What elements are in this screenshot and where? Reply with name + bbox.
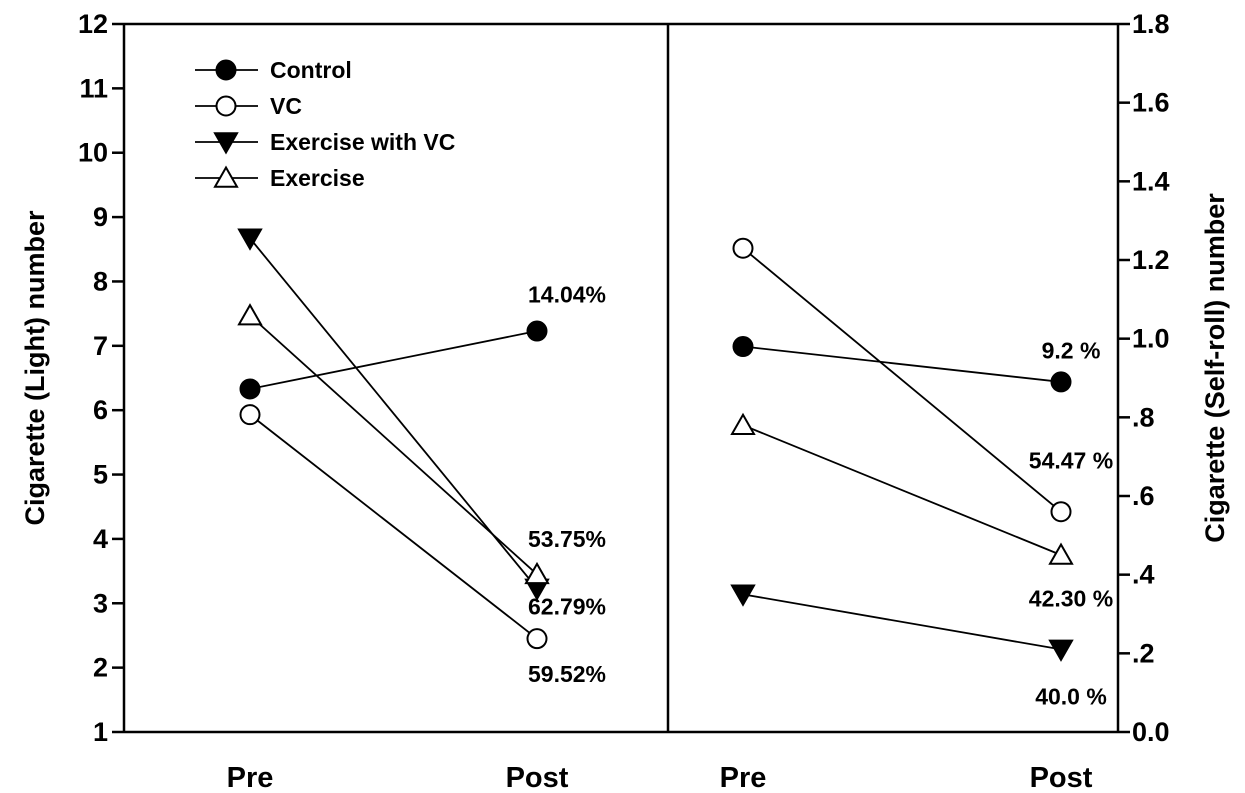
light-series-vc	[239, 404, 548, 650]
light-ytick-10-label: 10	[78, 138, 108, 168]
left-y-axis-title: Cigarette (Light) number	[20, 210, 50, 525]
self-roll-series-vc-point-pre	[732, 237, 754, 259]
light-ytick-8-label: 8	[93, 266, 108, 296]
light-series-control-point-post	[526, 320, 548, 342]
self-roll-series-vc	[732, 237, 1072, 523]
self-roll-ytick-2-label: .2	[1132, 638, 1155, 668]
self-roll-annotation-0: 9.2 %	[1042, 337, 1101, 363]
self-roll-ytick-4-label: .4	[1132, 560, 1155, 590]
light-ytick-6-label: 6	[93, 395, 108, 425]
light-annotation-3: 59.52%	[528, 661, 606, 687]
self-roll-series-exercise-with-vc	[730, 584, 1074, 662]
light-series-control-line	[249, 330, 538, 390]
light-ytick-1-label: 1	[93, 717, 108, 747]
self-roll-ytick-1-0-label: 1.0	[1132, 324, 1170, 354]
self-roll-series-exercise-point-post	[1048, 542, 1074, 565]
legend-entry-exercise-label: Exercise	[270, 165, 365, 191]
self-roll-series-exercise	[730, 412, 1074, 565]
light-ytick-12-label: 12	[78, 9, 108, 39]
self-roll-series-exercise-line	[742, 424, 1062, 556]
light-series-vc-point-post	[526, 628, 548, 650]
self-roll-series-control-point-post	[1050, 371, 1072, 393]
self-roll-ytick-1-8-label: 1.8	[1132, 9, 1170, 39]
plot-frame	[122, 22, 1120, 734]
self-roll-series-exercise-with-vc-point-post	[1048, 639, 1074, 662]
light-ytick-2-label: 2	[93, 653, 108, 683]
self-roll-category-pre: Pre	[720, 762, 767, 793]
legend-entry-exercise-with-vc: Exercise with VC	[195, 129, 455, 155]
self-roll-series-vc-line	[742, 247, 1062, 513]
legend-entry-control-marker	[215, 59, 237, 81]
self-roll-annotation-1: 54.47 %	[1029, 448, 1113, 474]
legend-entry-exercise-marker	[213, 165, 239, 188]
light-series-vc-point-pre	[239, 404, 261, 426]
self-roll-ytick-0-0-label: 0.0	[1132, 717, 1170, 747]
legend-entry-exercise: Exercise	[195, 165, 365, 191]
right-y-axis-title: Cigarette (Self-roll) number	[1200, 193, 1230, 543]
legend-entry-vc-marker	[215, 95, 237, 117]
legend-entry-exercise-with-vc-marker	[213, 132, 239, 155]
light-series-vc-line	[249, 413, 538, 640]
light-series-exercise-with-vc-point-pre	[237, 228, 263, 251]
light-annotation-1: 53.75%	[528, 526, 606, 552]
self-roll-ytick-8-label: .8	[1132, 402, 1155, 432]
light-ytick-4-label: 4	[93, 524, 108, 554]
light-category-post: Post	[506, 762, 569, 793]
light-annotation-2: 62.79%	[528, 593, 606, 619]
light-series-exercise-point-pre	[237, 303, 263, 326]
light-ytick-11-label: 11	[79, 73, 108, 103]
self-roll-series-control-point-pre	[732, 336, 754, 358]
light-series-exercise	[237, 303, 550, 585]
light-series-exercise-line	[249, 314, 538, 575]
self-roll-ytick-1-6-label: 1.6	[1132, 88, 1170, 118]
self-roll-category-post: Post	[1030, 762, 1093, 793]
self-roll-ytick-1-2-label: 1.2	[1132, 245, 1170, 275]
light-series-exercise-point-post	[524, 561, 550, 585]
light-series-control	[239, 320, 548, 400]
legend-entry-exercise-with-vc-label: Exercise with VC	[270, 129, 455, 155]
self-roll-annotation-2: 42.30 %	[1029, 585, 1113, 611]
legend: Control VC Exercise with VC Exercise	[195, 57, 455, 191]
self-roll-series-vc-point-post	[1050, 501, 1072, 523]
light-series-control-point-pre	[239, 378, 261, 400]
light-ytick-7-label: 7	[93, 331, 108, 361]
light-annotation-0: 14.04%	[528, 281, 606, 307]
self-roll-ytick-6-label: .6	[1132, 481, 1155, 511]
legend-entry-control-label: Control	[270, 57, 352, 83]
light-ytick-3-label: 3	[93, 588, 108, 618]
self-roll-series-control-line	[742, 345, 1062, 383]
self-roll-series-exercise-point-pre	[730, 412, 756, 435]
self-roll-annotation-3: 40.0 %	[1035, 684, 1107, 710]
self-roll-series-exercise-with-vc-point-pre	[730, 584, 756, 607]
legend-entry-vc: VC	[195, 93, 302, 119]
annotation-layer: 14.04% 53.75% 62.79% 59.52% 9.2 % 54.47 % 42.3…	[528, 281, 1113, 709]
light-ytick-9-label: 9	[93, 202, 108, 232]
light-category-pre: Pre	[227, 762, 274, 793]
self-roll-ytick-1-4-label: 1.4	[1132, 166, 1170, 196]
self-roll-series-control	[732, 336, 1072, 393]
series-layer	[237, 228, 1074, 662]
self-roll-series-exercise-with-vc-line	[742, 593, 1062, 651]
light-ytick-5-label: 5	[93, 460, 108, 490]
legend-entry-vc-label: VC	[270, 93, 302, 119]
legend-entry-control: Control	[195, 57, 352, 83]
